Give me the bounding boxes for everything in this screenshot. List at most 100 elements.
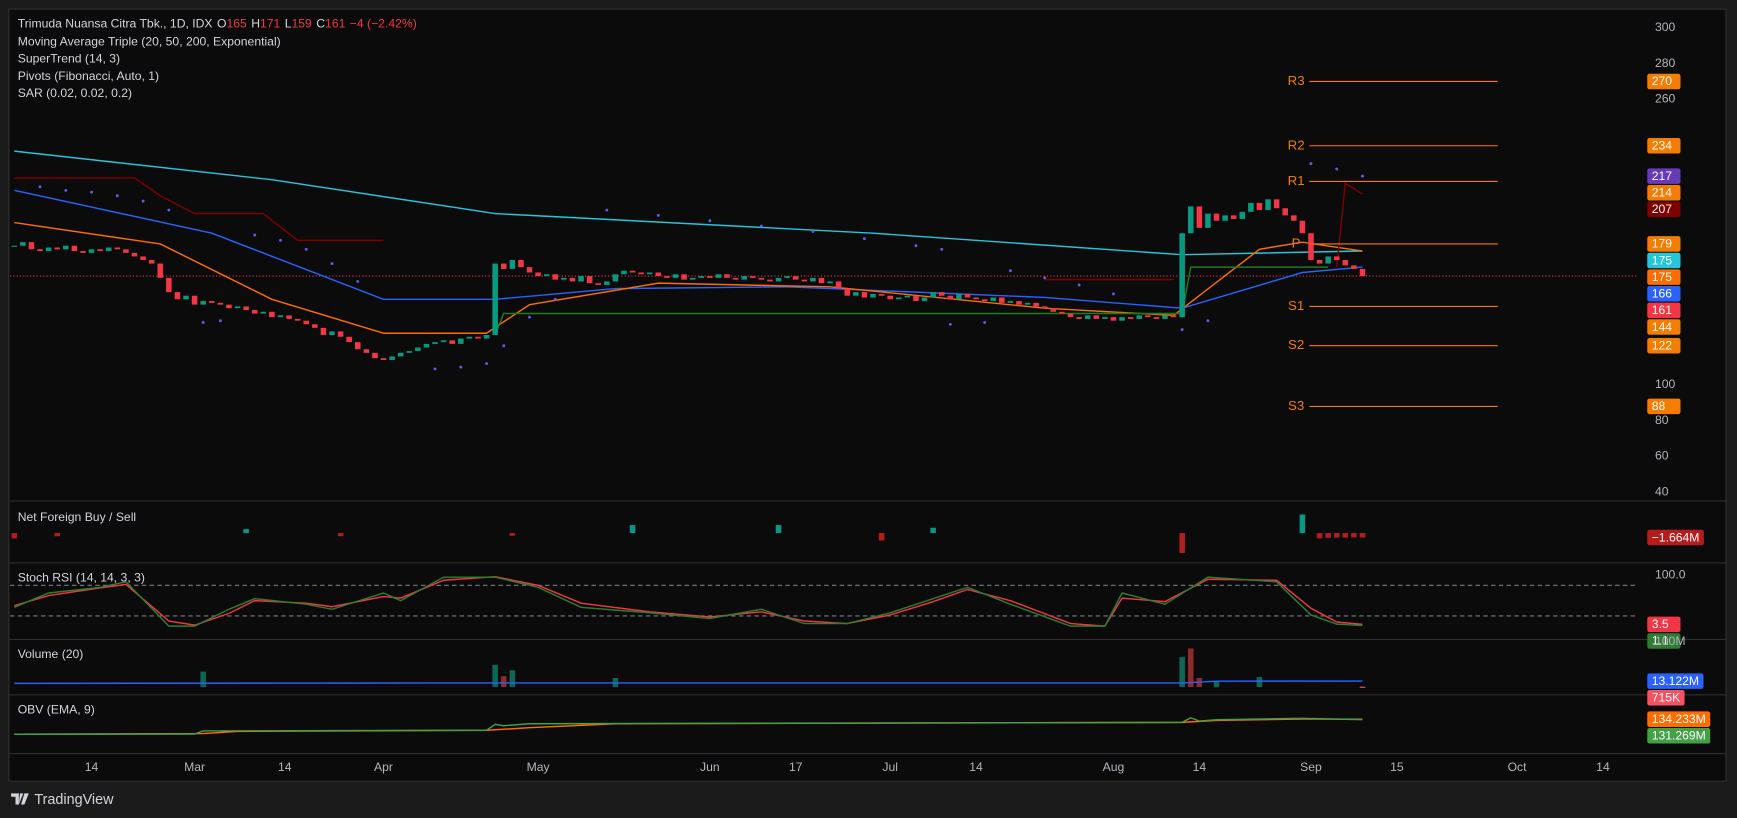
- price-badge: [1647, 201, 1681, 218]
- sar-dot: [1077, 283, 1081, 287]
- candle: [500, 263, 507, 269]
- candle: [672, 274, 679, 278]
- bar: [1213, 680, 1220, 688]
- series-line: [14, 575, 1363, 627]
- sar-dot: [1008, 269, 1012, 273]
- sar-dot: [1206, 319, 1210, 323]
- candle: [1119, 317, 1125, 321]
- x-tick-label: Apr: [374, 760, 393, 774]
- bar: [1187, 648, 1194, 688]
- bar: [492, 664, 498, 688]
- candle: [1230, 215, 1237, 219]
- candle: [260, 311, 267, 314]
- x-tick-label: Aug: [1103, 760, 1125, 774]
- candle: [183, 295, 189, 300]
- pivot-label: R3: [1288, 73, 1305, 88]
- candle: [372, 352, 378, 359]
- brand[interactable]: TradingView: [34, 792, 114, 808]
- pivot-label: S3: [1288, 398, 1304, 413]
- candle: [97, 249, 103, 252]
- series-line: [14, 189, 1363, 309]
- candle: [956, 293, 962, 300]
- price-badge-label: 166: [1652, 287, 1673, 301]
- candle: [354, 342, 361, 350]
- candle: [655, 272, 662, 277]
- price-badge: [1647, 168, 1681, 184]
- candle: [1024, 302, 1031, 305]
- candle: [483, 334, 490, 339]
- sar-dot: [1180, 328, 1184, 332]
- candle: [1351, 265, 1357, 269]
- candle: [715, 274, 722, 278]
- candle: [1076, 317, 1082, 319]
- price-badge: [1647, 337, 1681, 354]
- bar: [775, 525, 782, 534]
- candle: [1359, 268, 1366, 277]
- candle: [1282, 208, 1288, 216]
- candle: [466, 336, 473, 339]
- candle: [1265, 199, 1271, 211]
- price-badge-label: 175: [1652, 270, 1673, 284]
- candle: [938, 292, 945, 296]
- bar: [1359, 686, 1366, 688]
- quote-key: O: [217, 17, 226, 31]
- price-badge-label: 88: [1652, 399, 1666, 413]
- legend-title: Trimuda Nuansa Citra Tbk., 1D, IDX O165 H1…: [18, 17, 417, 31]
- candle: [1041, 306, 1048, 309]
- price-badge: [1647, 286, 1681, 302]
- candle: [380, 358, 387, 360]
- price-badge: [1647, 673, 1704, 689]
- candle: [243, 306, 249, 310]
- pane-title: Net Foreign Buy / Sell: [18, 510, 136, 524]
- price-badge: [1647, 236, 1681, 252]
- price-badge: [1647, 137, 1681, 154]
- candle: [1145, 315, 1151, 318]
- candle: [475, 336, 481, 339]
- candle: [612, 274, 619, 282]
- quote-value: 159: [292, 17, 313, 31]
- sar-dot: [528, 315, 531, 319]
- sar-dot: [948, 322, 952, 326]
- y-tick-label: 260: [1655, 92, 1676, 106]
- candle: [887, 295, 893, 300]
- price-badge: [1647, 529, 1704, 546]
- series-line: [14, 177, 1363, 281]
- bar: [1325, 533, 1331, 538]
- candle: [543, 274, 550, 277]
- pane-title: Stoch RSI (14, 14, 3, 3): [18, 571, 145, 585]
- candle: [981, 299, 988, 302]
- quote-value: 171: [260, 17, 281, 31]
- candle: [63, 245, 69, 250]
- sar-dot: [433, 367, 437, 371]
- indicator-name: SuperTrend (14, 3): [18, 52, 120, 66]
- quote-value: 161: [325, 17, 346, 31]
- candle: [226, 304, 232, 309]
- candle: [707, 276, 713, 278]
- candle: [397, 352, 404, 357]
- sar-dot: [914, 244, 918, 248]
- candle: [389, 356, 395, 360]
- sar-dot: [356, 279, 360, 283]
- candle: [801, 279, 808, 282]
- candle: [973, 297, 979, 300]
- candle: [638, 272, 644, 275]
- y-tick-label: 80: [1655, 413, 1669, 427]
- price-badge-label: 3.5: [1652, 617, 1669, 631]
- candle: [191, 295, 198, 305]
- candle: [878, 293, 885, 296]
- price-badge-label: 179: [1652, 237, 1673, 251]
- quote-key: C: [316, 17, 325, 31]
- candle: [681, 274, 687, 280]
- candle: [526, 267, 533, 273]
- logo: [11, 793, 29, 805]
- price-badge: [1647, 711, 1711, 727]
- bar: [243, 529, 249, 534]
- candle: [1299, 220, 1306, 234]
- y-tick-label: 40: [1655, 484, 1669, 498]
- candle: [861, 292, 868, 298]
- price-badge: [1647, 689, 1685, 706]
- pivot-label: S1: [1288, 298, 1304, 313]
- quote-key: H: [251, 17, 260, 31]
- candle: [750, 276, 756, 278]
- pane-plot: [11, 514, 1366, 554]
